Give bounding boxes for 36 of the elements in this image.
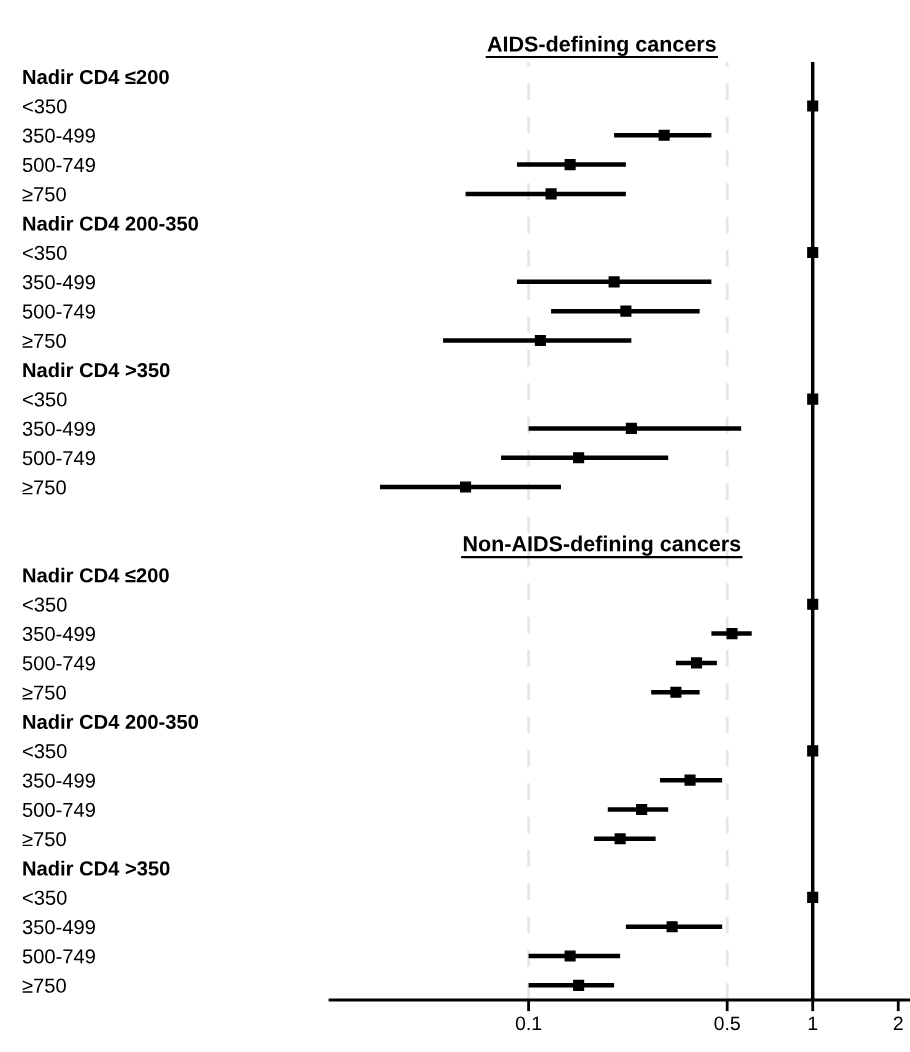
- y-tick-label: ≥750: [22, 187, 66, 202]
- y-tick-label: 500-749: [22, 304, 95, 319]
- x-tick-label: 1: [808, 1016, 818, 1031]
- y-tick-label: 350-499: [22, 626, 95, 642]
- y-tick-label: ≥750: [22, 685, 66, 700]
- y-tick-label: ≥750: [22, 480, 66, 495]
- y-tick-label: <350: [22, 744, 67, 759]
- x-tick-label: 2: [893, 1016, 903, 1031]
- y-tick-label: Nadir CD4 ≤200: [23, 567, 169, 583]
- y-tick-label: 500-749: [22, 802, 95, 817]
- y-tick-label: ≥750: [22, 832, 66, 847]
- x-tick-label: 0.5: [714, 1016, 740, 1031]
- annotation: Non-AIDS-defining cancers: [463, 535, 741, 556]
- y-tick-label: 350-499: [22, 919, 95, 935]
- y-tick-label: ≥750: [22, 333, 66, 348]
- y-tick-label: ≥750: [22, 978, 66, 993]
- y-tick-label: 350-499: [22, 421, 95, 436]
- x-tick-label: 0.1: [515, 1016, 542, 1031]
- y-tick-label: 350-499: [22, 275, 95, 290]
- chart-title: AIDS-defining cancers: [487, 35, 716, 56]
- y-tick-label: Nadir CD4 200-350: [23, 215, 199, 231]
- y-tick-label: 500-749: [22, 157, 95, 173]
- y-tick-label: <350: [22, 245, 67, 261]
- y-tick-label: Nadir CD4 200-350: [23, 714, 199, 730]
- y-tick-label: <350: [22, 99, 67, 114]
- y-tick-label: <350: [22, 392, 67, 407]
- y-tick-label: 500-749: [22, 450, 95, 466]
- y-tick-label: 500-749: [22, 949, 95, 964]
- y-tick-label: 350-499: [22, 773, 95, 788]
- y-tick-label: Nadir CD4 >350: [23, 362, 170, 378]
- y-tick-label: <350: [22, 597, 67, 612]
- y-tick-label: 350-499: [22, 128, 95, 143]
- y-tick-label: <350: [22, 890, 67, 905]
- y-tick-label: Nadir CD4 ≤200: [23, 69, 169, 85]
- y-tick-label: 500-749: [22, 656, 95, 671]
- y-tick-label: Nadir CD4 >350: [23, 860, 170, 876]
